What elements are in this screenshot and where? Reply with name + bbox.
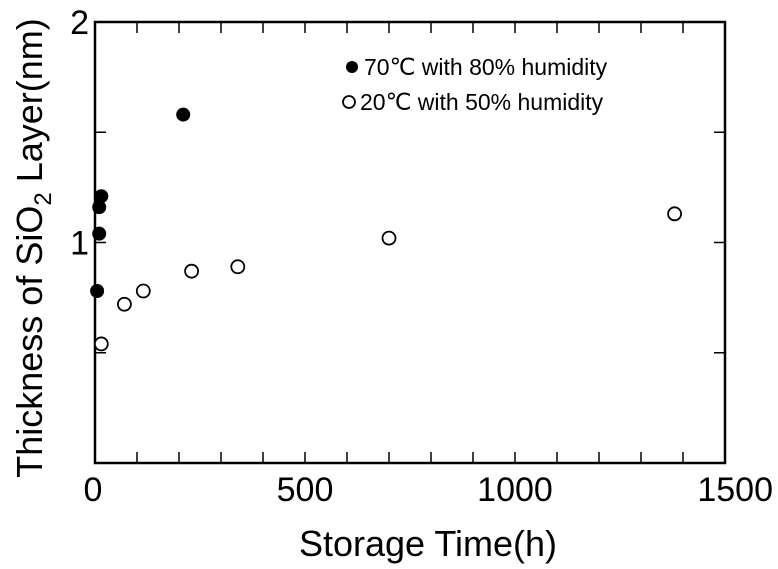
point-70c-80rh <box>94 189 109 204</box>
point-70c-80rh <box>176 107 191 122</box>
legend-label-20c: 20℃ with 50% humidity <box>360 89 604 115</box>
point-70c-80rh <box>92 226 107 241</box>
data-points <box>90 107 682 352</box>
point-20c-50rh <box>230 259 246 275</box>
x-tick-labels: 0 500 1000 1500 <box>84 471 773 509</box>
point-70c-80rh <box>90 284 105 299</box>
point-20c-50rh <box>184 263 200 279</box>
legend-label-70c: 70℃ with 80% humidity <box>364 54 608 80</box>
x-tick-label: 1000 <box>477 471 553 509</box>
x-tick-label: 500 <box>277 471 334 509</box>
legend-marker-open <box>342 95 356 109</box>
x-tick-label: 1500 <box>697 471 773 509</box>
legend-marker-filled <box>346 61 358 73</box>
y-axis-title-prefix: Thickness of SiO <box>9 206 50 478</box>
point-20c-50rh <box>381 230 397 246</box>
point-20c-50rh <box>117 296 132 312</box>
point-20c-50rh <box>93 336 109 352</box>
y-tick-label: 2 <box>70 4 89 42</box>
y-axis-title-subscript: 2 <box>30 192 57 205</box>
axis-ticks <box>95 22 725 463</box>
y-axis-title: Thickness of SiO2 Layer(nm) <box>9 18 57 478</box>
legend: 70℃ with 80% humidity 20℃ with 50% humid… <box>342 54 608 115</box>
point-20c-50rh <box>667 206 682 222</box>
y-tick-label: 1 <box>70 225 89 263</box>
y-axis-title-suffix: Layer(nm) <box>9 18 50 192</box>
point-20c-50rh <box>135 283 151 299</box>
x-axis-title: Storage Time(h) <box>299 523 557 564</box>
x-tick-label: 0 <box>84 471 103 509</box>
y-tick-labels: 12 <box>70 4 89 263</box>
